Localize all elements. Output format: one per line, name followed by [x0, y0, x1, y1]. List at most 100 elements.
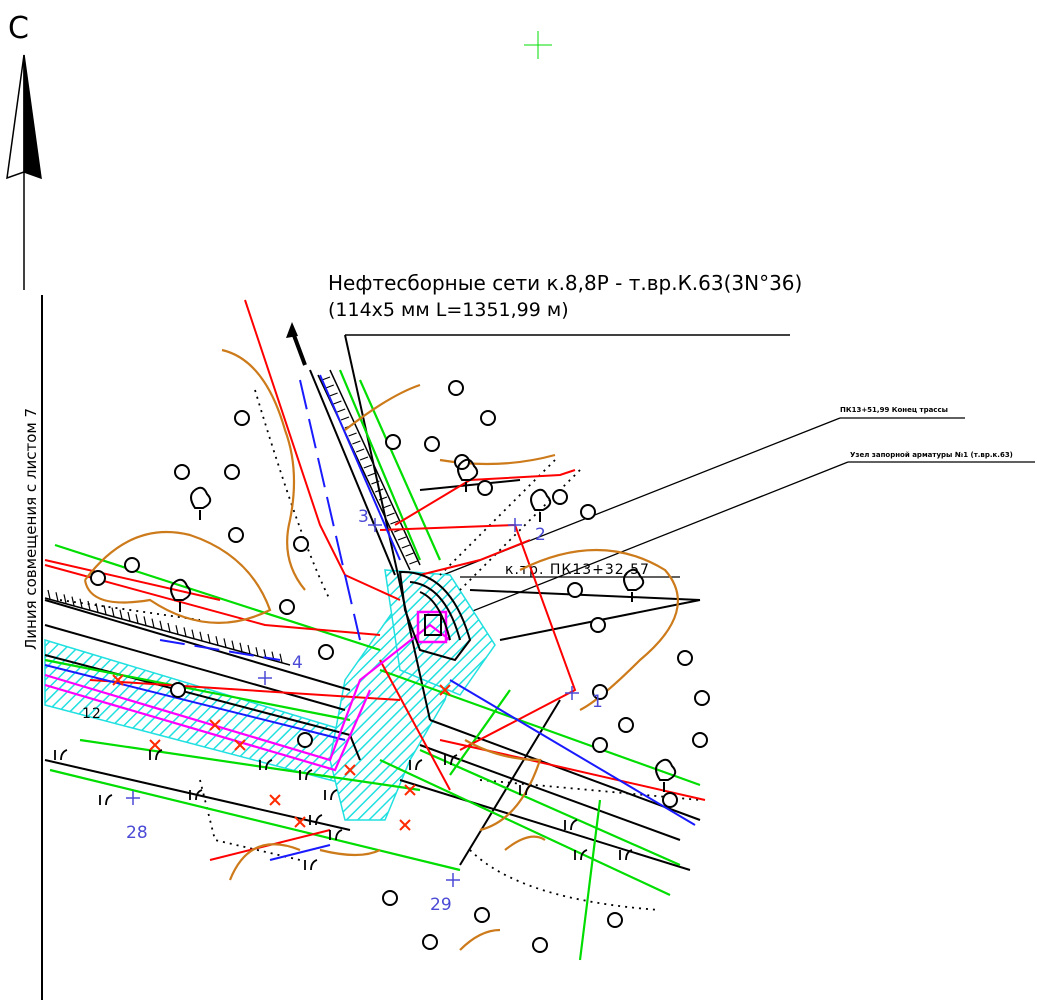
embankment-tick: [63, 594, 67, 604]
tree-circle: [692, 732, 708, 748]
embankment-tick: [405, 552, 414, 557]
x-mark: [399, 819, 411, 831]
embankment-tick: [382, 504, 392, 509]
embankment-tick: [255, 647, 259, 657]
embankment-tick: [183, 627, 187, 637]
crossing-marks: [112, 674, 451, 831]
embankment-tick: [215, 636, 219, 646]
grass-mark: [519, 784, 533, 796]
north-label: С: [8, 11, 29, 46]
direction-arrow: [286, 322, 307, 366]
tree-symbols: [90, 380, 710, 953]
embankment-tick: [47, 589, 51, 600]
tree-circle: [124, 557, 140, 573]
tree-circle: [590, 617, 606, 633]
embankment-tick: [401, 544, 411, 549]
embankment-tick: [207, 633, 211, 644]
tree-circle: [694, 690, 710, 706]
valve-node: [398, 570, 472, 662]
embankment-tick: [55, 592, 59, 602]
grass-symbols: [54, 749, 633, 871]
tree-circle: [592, 684, 608, 700]
embankment-tick: [390, 520, 399, 525]
embankment-tick: [333, 400, 342, 405]
x-mark: [149, 739, 161, 751]
tree-circle: [279, 599, 295, 615]
tree-circle: [677, 650, 693, 666]
tree-circle: [174, 464, 190, 480]
grass-mark: [259, 759, 273, 771]
embankment-tick: [151, 618, 155, 628]
grass-mark: [309, 814, 323, 826]
grass-mark: [564, 819, 578, 831]
kmp-label: к.тр. ПК13+32,57: [505, 562, 650, 578]
tree-circle: [474, 907, 490, 923]
embankment-tick: [71, 596, 75, 606]
embankment-tick: [87, 600, 91, 611]
embankment-tick: [397, 536, 407, 541]
embankment-tick: [329, 392, 338, 397]
embankment-tick: [127, 611, 131, 622]
tree-circle: [422, 934, 438, 950]
grass-mark: [54, 749, 68, 761]
grass-mark: [189, 789, 203, 801]
tree-circle: [662, 792, 678, 808]
point-4-label: 4: [292, 653, 303, 673]
embankment-tick: [143, 616, 147, 626]
embankment-tick: [367, 472, 376, 477]
x-mark: [234, 739, 246, 751]
callouts: [404, 417, 1035, 621]
embankment-tick: [374, 488, 384, 493]
grass-mark: [99, 794, 113, 806]
tree-circle: [580, 504, 596, 520]
tree-circle: [234, 410, 250, 426]
embankment-tick: [199, 631, 203, 641]
tree-circle: [480, 410, 496, 426]
point-28-label: 28: [126, 823, 148, 843]
embankment-tick: [231, 640, 235, 650]
embankment-tick: [409, 560, 418, 565]
x-mark: [269, 794, 281, 806]
grass-mark: [409, 759, 423, 771]
embankment-tick: [103, 605, 107, 615]
embankment-tick: [348, 432, 357, 437]
point-2-label: 2: [535, 525, 546, 545]
x-mark: [112, 674, 124, 686]
embankment-tick: [223, 638, 227, 648]
callout-end-label: ПК13+51,99 Конец трассы: [840, 406, 948, 414]
tree-circle: [448, 380, 464, 396]
tree-circle: [170, 682, 186, 698]
blue-cables: [44, 374, 696, 861]
sheet-match-label: Линия совмещения с листом 7: [22, 408, 40, 650]
tree-circle: [297, 732, 313, 748]
tree-circle: [385, 434, 401, 450]
embankment-tick: [378, 496, 388, 501]
x-mark: [209, 719, 221, 731]
callout-node-label: Узел запорной арматуры №1 (т.вр.к.63): [850, 451, 1013, 459]
grass-mark: [444, 754, 458, 766]
point-29-label: 29: [430, 895, 452, 915]
embankment-tick: [135, 614, 139, 624]
embankment-tick: [363, 464, 373, 469]
survey-points: [126, 518, 579, 887]
point-1-label: 1: [592, 692, 603, 712]
survey-cross: [524, 31, 552, 59]
tree-circle: [382, 890, 398, 906]
tree-circle: [552, 489, 568, 505]
pipeline-title: Нефтесборные сети к.8,8Р - т.вр.К.63(3N°…: [328, 271, 802, 295]
embankment-tick: [239, 642, 243, 652]
tree-circle: [532, 937, 548, 953]
tree-circle: [477, 480, 493, 496]
embankment-tick: [111, 607, 115, 617]
embankment-tick: [247, 644, 251, 655]
embankment-tick: [352, 440, 361, 445]
embankment-tick: [167, 622, 171, 633]
tree-circle: [567, 582, 583, 598]
tree-circle: [607, 912, 623, 928]
tree-circle: [424, 436, 440, 452]
pipeline-subtitle: (114x5 мм L=1351,99 м): [328, 299, 569, 321]
embankment-tick: [119, 609, 123, 619]
embankment-tick: [371, 480, 380, 485]
green-lines: [44, 369, 701, 961]
